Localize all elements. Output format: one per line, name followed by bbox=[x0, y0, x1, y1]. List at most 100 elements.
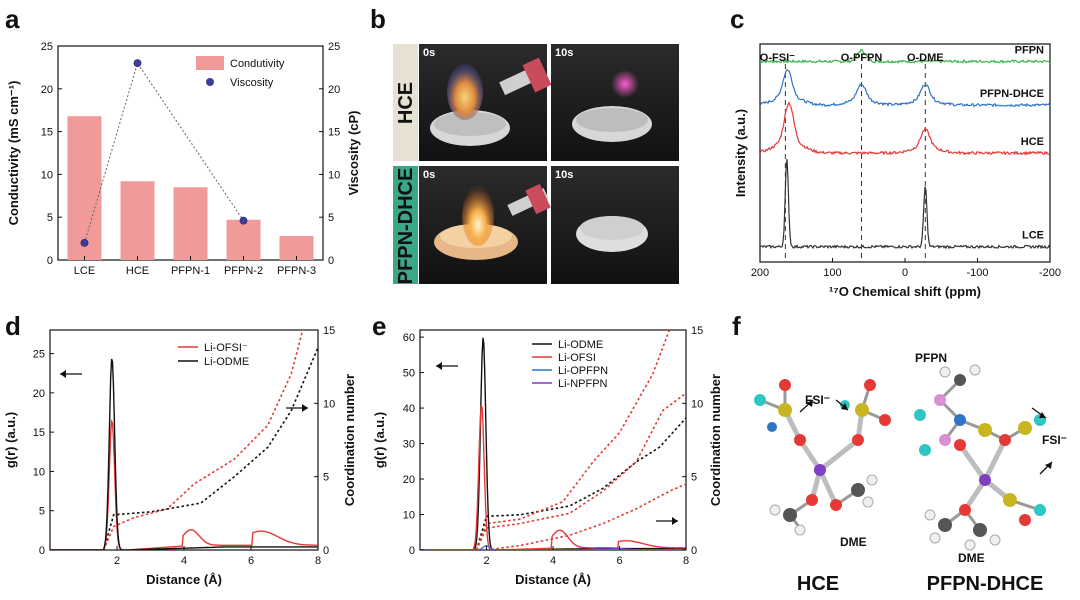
legend-e-1: Li-ODME bbox=[558, 339, 603, 351]
panel-d-xlabel: Distance (Å) bbox=[146, 572, 222, 587]
x-tick-label: 6 bbox=[616, 555, 622, 567]
x-tick-label: 2 bbox=[483, 555, 489, 567]
panel-label-d: d bbox=[5, 311, 21, 341]
bar-pfpn-1 bbox=[173, 187, 208, 260]
spectrum-lce bbox=[759, 158, 1051, 250]
panel-a-y2label: Viscosity (cP) bbox=[346, 110, 361, 195]
y2-tick-label: 15 bbox=[328, 127, 340, 139]
y2-tick-label: 10 bbox=[691, 398, 703, 410]
y-tick-label: 5 bbox=[39, 506, 45, 518]
y2-tick-label: 10 bbox=[328, 169, 340, 181]
peak-label-0: O-FSI⁻ bbox=[760, 52, 795, 64]
panel-e-ylabel: g(r) (a.u.) bbox=[372, 412, 387, 468]
panel-a-ylabel: Conductivity (mS cm⁻¹) bbox=[6, 81, 21, 226]
series-label-pfpn-dhce: PFPN-DHCE bbox=[980, 88, 1044, 100]
cn-curve-2 bbox=[475, 392, 686, 550]
panel-c-peak-lines bbox=[784, 64, 926, 262]
panel-d-frame bbox=[49, 329, 319, 551]
series-label-pfpn: PFPN bbox=[1015, 44, 1044, 56]
photo-pfpn-dhce-0s: 0s bbox=[419, 166, 551, 284]
y-tick-label: 0 bbox=[39, 545, 45, 557]
x-tick-label: 8 bbox=[315, 555, 321, 567]
arrow-right-e bbox=[656, 517, 678, 525]
spectrum-pfpn-dhce bbox=[759, 68, 1051, 108]
y-tick-label: 0 bbox=[47, 255, 53, 267]
y-tick-label: 10 bbox=[41, 169, 53, 181]
x-tick-label: 2 bbox=[114, 555, 120, 567]
hce-cluster-illustration bbox=[754, 379, 891, 536]
row-label-bg-pfpn-dhce bbox=[393, 166, 418, 284]
time-label-2: 10s bbox=[555, 47, 573, 59]
y2-tick-label: 15 bbox=[691, 325, 703, 337]
title-pfpn-dhce: PFPN-DHCE bbox=[927, 573, 1044, 595]
legend-viscosity: Viscosity bbox=[230, 77, 274, 89]
panel-b-photos: HCE PFPN-DHCE 0s 10s bbox=[393, 44, 679, 284]
legend-e-2: Li-OFSI bbox=[558, 352, 596, 364]
panel-c-peak-labels: O-FSI⁻ O-PFPN O-DME bbox=[760, 52, 944, 64]
panel-e-curves bbox=[420, 330, 686, 550]
label-dme-dhce: DME bbox=[958, 551, 985, 565]
panel-c-ylabel: Intensity (a.u.) bbox=[733, 109, 748, 197]
panel-label-a: a bbox=[5, 4, 20, 34]
row-label-hce: HCE bbox=[395, 82, 417, 124]
y-tick-label: 15 bbox=[33, 427, 45, 439]
y2-tick-label: 10 bbox=[323, 398, 335, 410]
category-label-pfpn-3: PFPN-3 bbox=[277, 265, 316, 277]
x-tick-label: -200 bbox=[1039, 267, 1061, 279]
rdf-curve-3 bbox=[420, 547, 686, 550]
photo-pfpn-dhce-10s: 10s bbox=[551, 166, 679, 284]
category-label-lce: LCE bbox=[74, 265, 95, 277]
legend-conductivity: Condutivity bbox=[230, 58, 285, 70]
label-dme-hce: DME bbox=[840, 535, 867, 549]
y-tick-label: 60 bbox=[403, 332, 415, 344]
rdf-curve-0 bbox=[420, 337, 686, 550]
x-tick-label: 200 bbox=[751, 267, 769, 279]
viscosity-dot-pfpn-2 bbox=[239, 216, 248, 225]
legend-e-3: Li-OPFPN bbox=[558, 365, 608, 377]
panel-d-ylabel: g(r) (a.u.) bbox=[3, 412, 18, 468]
y2-tick-label: 5 bbox=[691, 472, 697, 484]
y-tick-label: 20 bbox=[403, 474, 415, 486]
panel-c-chart: PFPN PFPN-DHCE HCE LCE O-FSI⁻ O-PFPN O-DME 20… bbox=[733, 43, 1061, 299]
category-label-hce: HCE bbox=[126, 265, 149, 277]
panel-label-f: f bbox=[732, 311, 741, 341]
cn-curve-0 bbox=[102, 330, 304, 550]
panel-c-x-ticks: 200 100 0 -100 -200 bbox=[751, 258, 1061, 279]
bar-hce bbox=[120, 181, 155, 260]
panel-a-bars bbox=[67, 116, 314, 260]
y-tick-label: 25 bbox=[41, 41, 53, 53]
y2-tick-label: 5 bbox=[323, 472, 329, 484]
x-tick-label: 100 bbox=[823, 267, 841, 279]
y-tick-label: 30 bbox=[403, 439, 415, 451]
spectrum-hce bbox=[759, 101, 1051, 156]
y2-tick-label: 25 bbox=[328, 41, 340, 53]
y-tick-label: 5 bbox=[47, 212, 53, 224]
photo-hce-10s: 10s bbox=[551, 44, 679, 161]
title-hce: HCE bbox=[797, 573, 839, 595]
row-label-pfpn-dhce: PFPN-DHCE bbox=[395, 168, 417, 285]
x-tick-label: 0 bbox=[902, 267, 908, 279]
label-fsi-hce: FSI⁻ bbox=[805, 393, 830, 407]
y-tick-label: 0 bbox=[409, 545, 415, 557]
y-tick-label: 10 bbox=[403, 510, 415, 522]
legend-d-2: Li-ODME bbox=[204, 356, 249, 368]
label-pfpn: PFPN bbox=[915, 351, 947, 365]
panel-f-structures: FSI⁻ DME HCE bbox=[754, 351, 1067, 595]
y2-tick-label: 0 bbox=[323, 545, 329, 557]
y-tick-label: 20 bbox=[41, 84, 53, 96]
panel-label-e: e bbox=[372, 311, 386, 341]
panel-a-right-ticks: 0 5 10 15 20 25 bbox=[319, 41, 340, 267]
cn-curve-3 bbox=[486, 483, 686, 550]
arrow-right-d bbox=[286, 404, 308, 412]
category-label-pfpn-1: PFPN-1 bbox=[171, 265, 210, 277]
spectrum-pfpn bbox=[759, 48, 1051, 64]
viscosity-dot-lce bbox=[80, 238, 89, 247]
panel-e-y2label: Coordination number bbox=[708, 374, 723, 506]
rdf-curve-1 bbox=[50, 358, 318, 550]
y2-tick-label: 5 bbox=[328, 212, 334, 224]
y2-tick-label: 0 bbox=[691, 545, 697, 557]
x-tick-label: 4 bbox=[550, 555, 556, 567]
series-label-lce: LCE bbox=[1022, 230, 1044, 242]
cn-curve-0 bbox=[475, 417, 686, 550]
